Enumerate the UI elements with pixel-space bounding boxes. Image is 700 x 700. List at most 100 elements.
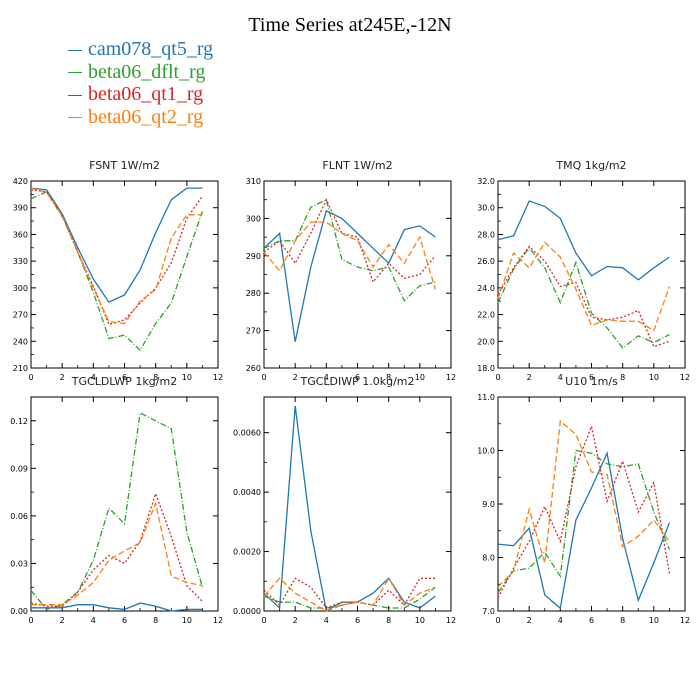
y-tick-label: 0.12: [10, 417, 28, 426]
x-tick-label: 2: [293, 616, 298, 625]
panel-title: TGCLDLWP 1kg/m2: [71, 375, 177, 388]
series-line-beta06_qt2_rg: [263, 221, 437, 290]
x-tick-label: 8: [386, 373, 391, 382]
panel-title: TMQ 1kg/m2: [555, 159, 626, 172]
legend-label: beta06_qt1_rg: [88, 83, 204, 106]
series-line-beta06_dflt_rg: [30, 190, 204, 352]
y-tick-label: 30.0: [477, 204, 495, 213]
x-tick-label: 0: [495, 616, 500, 625]
y-tick-label: 260: [246, 364, 261, 373]
y-tick-label: 0.0020: [233, 548, 261, 557]
x-tick-label: 12: [446, 616, 456, 625]
y-tick-label: 32.0: [477, 177, 495, 186]
legend-line-swatch: [68, 72, 82, 74]
y-tick-label: 360: [13, 230, 28, 239]
x-tick-label: 0: [28, 616, 33, 625]
x-tick-label: 4: [324, 616, 329, 625]
y-tick-label: 7.0: [482, 607, 495, 616]
series-line-cam078_qt5_rg: [31, 602, 203, 612]
x-tick-label: 8: [153, 373, 158, 382]
x-tick-label: 2: [527, 373, 532, 382]
y-tick-label: 0.09: [10, 464, 28, 473]
series-line-beta06_dflt_rg: [30, 411, 204, 611]
chart-panel: FLNT 1W/m2 0 2 4 6 8 10 12 260 270 280 290 300 310: [246, 159, 456, 382]
x-tick-label: 6: [355, 373, 360, 382]
x-tick-label: 10: [649, 616, 659, 625]
legend-item: beta06_qt1_rg: [68, 83, 213, 106]
series-line-beta06_dflt_rg: [497, 449, 671, 593]
legend-label: cam078_qt5_rg: [88, 38, 214, 61]
plot-frame: [497, 396, 686, 612]
x-tick-label: 8: [620, 373, 625, 382]
legend: cam078_qt5_rg beta06_dflt_rg beta06_qt1_rg…: [68, 38, 213, 128]
x-tick-label: 0: [495, 373, 500, 382]
y-tick-label: 22.0: [477, 311, 495, 320]
y-tick-label: 420: [13, 177, 28, 186]
y-tick-label: 0.0000: [233, 607, 261, 616]
series-line-beta06_dflt_rg: [263, 586, 436, 609]
panel-title: FSNT 1W/m2: [89, 159, 160, 172]
y-tick-label: 28.0: [477, 230, 495, 239]
legend-line-swatch: [68, 94, 82, 96]
x-tick-label: 10: [649, 373, 659, 382]
series-line-beta06_qt2_rg: [497, 241, 671, 332]
y-tick-label: 20.0: [477, 337, 495, 346]
y-tick-label: 18.0: [477, 364, 495, 373]
figure-title: Time Series at245E,-12N: [248, 14, 452, 36]
x-tick-label: 12: [680, 373, 690, 382]
series-line-beta06_dflt_rg: [263, 198, 436, 302]
series-line-cam078_qt5_rg: [263, 209, 436, 342]
x-tick-label: 6: [589, 373, 594, 382]
x-tick-label: 2: [527, 616, 532, 625]
y-tick-label: 290: [246, 252, 261, 261]
y-tick-label: 270: [13, 311, 28, 320]
y-tick-label: 0.00: [10, 607, 28, 616]
series-line-beta06_qt1_rg: [30, 491, 203, 607]
legend-line-swatch: [68, 49, 82, 51]
chart-panel: TGCLDLWP 1kg/m2 0 2 4 6 8 10 12 0.00 0.03 0.06 0.09…: [10, 375, 223, 625]
y-tick-label: 310: [246, 177, 261, 186]
x-tick-label: 10: [182, 373, 192, 382]
x-tick-label: 12: [446, 373, 456, 382]
y-tick-label: 330: [13, 257, 28, 266]
panel-title: U10 1m/s: [565, 375, 618, 388]
x-tick-label: 10: [415, 373, 425, 382]
y-tick-label: 10.0: [477, 447, 495, 456]
legend-item: cam078_qt5_rg: [68, 38, 213, 61]
y-tick-label: 0.06: [10, 512, 28, 521]
y-tick-label: 0.0060: [233, 429, 261, 438]
chart-panel: U10 1m/s 0 2 4 6 8 10 12 7.0 8.0 9.0 10.0 11.0: [477, 375, 690, 625]
y-tick-label: 0.03: [10, 559, 28, 568]
series-line-beta06_qt1_rg: [263, 577, 436, 609]
series-line-beta06_qt2_rg: [497, 419, 670, 588]
x-tick-label: 12: [680, 616, 690, 625]
x-tick-label: 4: [324, 373, 329, 382]
legend-line-swatch: [68, 117, 82, 119]
x-tick-label: 4: [558, 616, 563, 625]
y-tick-label: 9.0: [482, 500, 495, 509]
y-tick-label: 26.0: [477, 257, 495, 266]
x-tick-label: 10: [182, 616, 192, 625]
x-tick-label: 10: [415, 616, 425, 625]
x-tick-label: 2: [60, 616, 65, 625]
y-tick-label: 0.0040: [233, 488, 261, 497]
series-line-beta06_qt2_rg: [263, 577, 436, 612]
x-tick-label: 12: [213, 373, 223, 382]
y-tick-label: 8.0: [482, 554, 495, 563]
y-tick-label: 300: [246, 214, 261, 223]
x-tick-label: 4: [91, 616, 96, 625]
series-line-beta06_dflt_rg: [497, 246, 670, 349]
series-line-beta06_qt2_rg: [31, 500, 203, 606]
x-tick-label: 8: [153, 616, 158, 625]
x-tick-label: 0: [261, 616, 266, 625]
plot-frame: [263, 180, 452, 369]
legend-label: beta06_qt2_rg: [88, 105, 204, 128]
x-tick-label: 12: [213, 616, 223, 625]
plot-frame: [30, 396, 219, 612]
x-tick-label: 4: [558, 373, 563, 382]
y-tick-label: 270: [246, 327, 261, 336]
panel-title: TGCLDIWP 1.0kg/m2: [299, 375, 414, 388]
x-tick-label: 8: [386, 616, 391, 625]
y-tick-label: 210: [13, 364, 28, 373]
